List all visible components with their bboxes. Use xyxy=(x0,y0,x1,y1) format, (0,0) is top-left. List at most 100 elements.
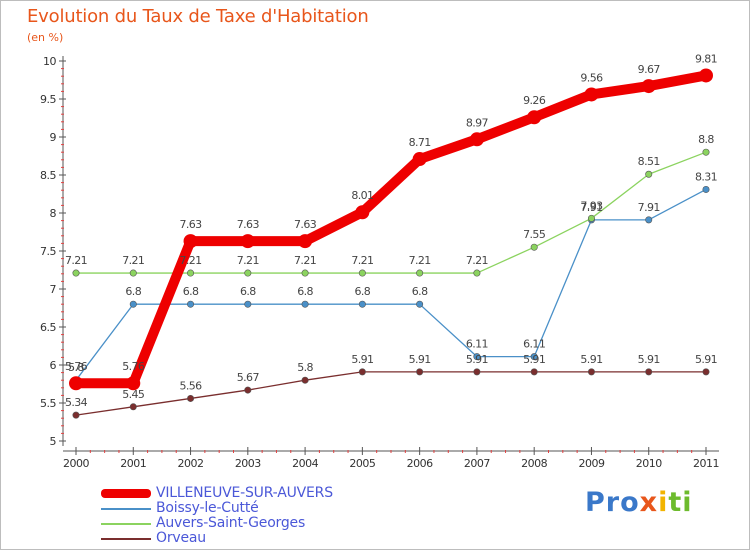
data-label: 7.91 xyxy=(638,201,660,214)
legend-label: VILLENEUVE-SUR-AUVERS xyxy=(156,485,333,501)
data-label: 5.91 xyxy=(466,353,488,366)
data-point xyxy=(298,234,313,249)
data-point xyxy=(301,269,309,277)
data-point xyxy=(129,300,137,308)
y-tick-label: 5 xyxy=(50,435,57,448)
data-label: 7.21 xyxy=(294,254,316,267)
data-label: 6.8 xyxy=(412,285,428,298)
series-line-2 xyxy=(75,371,707,416)
data-point xyxy=(183,234,198,249)
x-tick-label: 2003 xyxy=(235,457,261,470)
x-tick-label: 2007 xyxy=(464,457,490,470)
y-tick-label: 8.5 xyxy=(40,169,56,182)
data-point xyxy=(358,300,366,308)
x-tick-label: 2009 xyxy=(578,457,604,470)
data-label: 9.81 xyxy=(695,52,717,65)
data-label: 5.91 xyxy=(351,353,373,366)
data-label: 7.21 xyxy=(237,254,259,267)
data-point xyxy=(527,110,542,125)
data-label: 9.67 xyxy=(638,63,661,76)
chart-title: Evolution du Taux de Taxe d'Habitation xyxy=(27,6,369,27)
data-label: 5.91 xyxy=(580,353,602,366)
proxiti-logo: Proxiti xyxy=(585,487,693,518)
data-point xyxy=(358,368,366,376)
data-label: 6.8 xyxy=(125,285,141,298)
data-point xyxy=(244,269,252,277)
legend-swatch xyxy=(101,489,151,498)
data-point xyxy=(473,368,481,376)
data-point xyxy=(412,152,427,167)
data-point xyxy=(301,376,309,384)
y-tick-label: 8 xyxy=(50,207,57,220)
x-tick-label: 2010 xyxy=(636,457,662,470)
chart-series xyxy=(69,68,713,419)
data-point xyxy=(530,353,538,361)
data-label: 5.76 xyxy=(65,360,88,373)
data-label: 7.63 xyxy=(179,218,202,231)
data-label: 9.56 xyxy=(580,71,603,84)
data-point xyxy=(72,269,80,277)
y-tick-label: 7.5 xyxy=(40,245,56,258)
data-point xyxy=(69,376,83,391)
legend-label: Boissy-le-Cutté xyxy=(156,500,259,516)
data-label: 8.31 xyxy=(695,170,717,183)
data-label: 5.34 xyxy=(65,396,88,409)
legend-label: Auvers-Saint-Georges xyxy=(156,515,306,531)
legend-swatch xyxy=(101,538,151,540)
data-label: 8.97 xyxy=(466,116,489,129)
data-point xyxy=(129,403,137,411)
y-tick-label: 9.5 xyxy=(40,93,56,106)
y-tick-label: 6.5 xyxy=(40,321,56,334)
data-point xyxy=(473,269,481,277)
data-point xyxy=(587,368,595,376)
data-label: 9.26 xyxy=(523,94,546,107)
data-label: 7.63 xyxy=(237,218,260,231)
data-label: 5.76 xyxy=(122,360,145,373)
data-label: 7.91 xyxy=(580,201,602,214)
data-point xyxy=(702,185,710,193)
y-tick-label: 10 xyxy=(43,55,56,68)
data-label: 7.21 xyxy=(409,254,431,267)
data-point xyxy=(645,216,653,224)
data-label: 5.45 xyxy=(122,388,145,401)
data-point xyxy=(416,269,424,277)
data-label: 5.91 xyxy=(409,353,431,366)
data-point xyxy=(702,148,710,156)
data-point xyxy=(301,300,309,308)
x-tick-label: 2005 xyxy=(349,457,375,470)
data-point xyxy=(244,386,252,394)
data-label: 8.8 xyxy=(698,133,714,146)
data-point xyxy=(187,269,195,277)
data-point xyxy=(187,300,195,308)
data-label: 5.8 xyxy=(68,361,84,374)
data-point xyxy=(530,368,538,376)
y-tick-label: 7 xyxy=(50,283,57,296)
data-label: 7.63 xyxy=(294,218,317,231)
data-point xyxy=(126,376,141,391)
data-point xyxy=(187,394,195,402)
data-point xyxy=(641,79,656,94)
x-tick-label: 2006 xyxy=(407,457,433,470)
data-point xyxy=(645,170,653,178)
x-tick-label: 2001 xyxy=(120,457,146,470)
data-label: 5.91 xyxy=(638,353,660,366)
data-label: 8.71 xyxy=(409,136,431,149)
x-tick-label: 2002 xyxy=(178,457,204,470)
data-label: 7.21 xyxy=(122,254,144,267)
data-label: 5.67 xyxy=(237,371,260,384)
data-point xyxy=(244,300,252,308)
data-label: 6.8 xyxy=(297,285,313,298)
data-label: 6.11 xyxy=(523,338,545,351)
data-label: 7.55 xyxy=(523,228,546,241)
legend-label: Orveau xyxy=(156,530,206,546)
x-tick-label: 2008 xyxy=(521,457,547,470)
data-point xyxy=(240,234,255,249)
data-label: 6.8 xyxy=(240,285,256,298)
series-line-3 xyxy=(71,70,711,389)
x-tick-label: 2011 xyxy=(693,457,719,470)
y-tick-label: 9 xyxy=(50,131,57,144)
data-point xyxy=(358,269,366,277)
data-label: 7.21 xyxy=(179,254,201,267)
data-label: 7.21 xyxy=(466,254,488,267)
